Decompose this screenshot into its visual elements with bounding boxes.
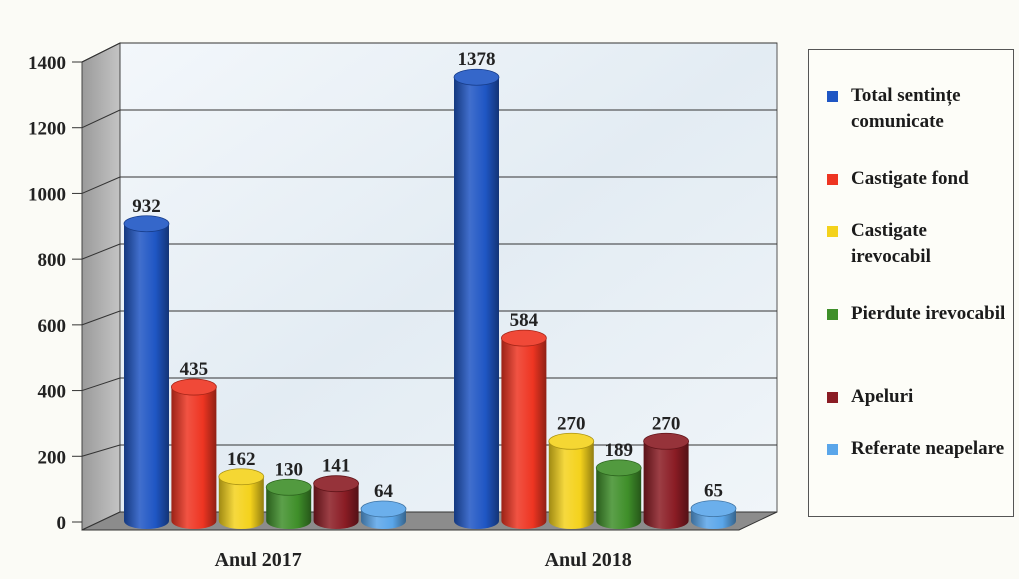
bar-top [453, 68, 500, 86]
bar-top [218, 468, 265, 486]
data-label: 64 [374, 481, 394, 502]
data-label: 584 [510, 310, 539, 331]
y-tick-label: 400 [38, 382, 67, 403]
bar-body [171, 387, 217, 529]
bar-top [595, 459, 642, 477]
bar [453, 68, 500, 529]
legend-swatch [827, 174, 838, 185]
bar-top [360, 500, 407, 518]
gridline-side [81, 377, 121, 392]
bar-body [501, 338, 547, 529]
bar [265, 478, 312, 529]
legend-label: Apeluri [851, 386, 914, 407]
bar-body [266, 487, 312, 529]
gridline-side [81, 42, 121, 63]
gridline-side [81, 444, 121, 457]
bar [313, 475, 360, 529]
legend: Total sentințe comunicate Castigate fond… [808, 49, 1014, 517]
chart-canvas: 0 200 400 600 800 1000 1200 1400 932 435 162 130 14… [28, 42, 778, 571]
bar-body [596, 467, 642, 529]
y-tick-label: 200 [38, 447, 67, 468]
y-tick-label: 600 [38, 316, 67, 337]
gridline-side [81, 109, 121, 129]
legend-swatch [827, 91, 838, 102]
bar [690, 500, 737, 529]
bar-body [643, 441, 689, 529]
bar-body [548, 441, 594, 529]
legend-swatch [827, 444, 838, 455]
y-tick-label: 1400 [28, 53, 66, 74]
bar-top [548, 432, 595, 450]
bar-top [123, 215, 170, 233]
bar-top [313, 475, 360, 493]
bar [643, 432, 689, 529]
x-category-label: Anul 2018 [545, 549, 632, 571]
gridline-side [81, 310, 121, 326]
data-label: 162 [227, 449, 256, 470]
bar [595, 459, 642, 529]
data-label: 65 [704, 481, 723, 502]
legend-swatch [827, 392, 838, 403]
bar-body [124, 223, 169, 529]
bar-top [690, 500, 737, 518]
y-tick-label: 1200 [28, 119, 66, 140]
legend-swatch [827, 309, 838, 320]
bar-top [643, 432, 689, 450]
legend-label: Pierdute irevocabil [851, 303, 1006, 324]
bar-top [501, 329, 547, 347]
data-label: 435 [180, 359, 209, 380]
y-tick-label: 0 [57, 513, 67, 534]
bar [360, 500, 407, 529]
bar-top [265, 478, 312, 496]
data-label: 141 [322, 456, 351, 477]
legend-label: Referate neapelare [851, 438, 1005, 459]
gridline-side [81, 176, 121, 194]
legend-label: Total sentințe comunicate [851, 85, 961, 132]
plot-side-wall [81, 42, 121, 531]
bar [501, 329, 547, 529]
bar [170, 378, 217, 529]
legend-label: Castigate fond [851, 168, 969, 189]
y-tick-label: 800 [38, 250, 67, 271]
bar-body [218, 476, 264, 529]
y-tick-label: 1000 [28, 184, 66, 205]
bar-body [313, 483, 359, 529]
data-label: 270 [652, 413, 681, 434]
bar-top [170, 378, 217, 396]
data-label: 189 [604, 440, 633, 461]
gridline-side [81, 243, 121, 260]
bar [218, 468, 265, 529]
data-label: 130 [274, 459, 303, 480]
data-label: 932 [132, 196, 161, 217]
data-label: 1378 [458, 49, 496, 70]
bar [123, 215, 170, 529]
legend-label: Castigate irevocabil [851, 220, 931, 267]
x-category-label: Anul 2017 [215, 549, 302, 571]
data-label: 270 [557, 413, 586, 434]
bar-body [454, 77, 499, 529]
bar [548, 432, 595, 529]
legend-swatch [827, 226, 838, 237]
